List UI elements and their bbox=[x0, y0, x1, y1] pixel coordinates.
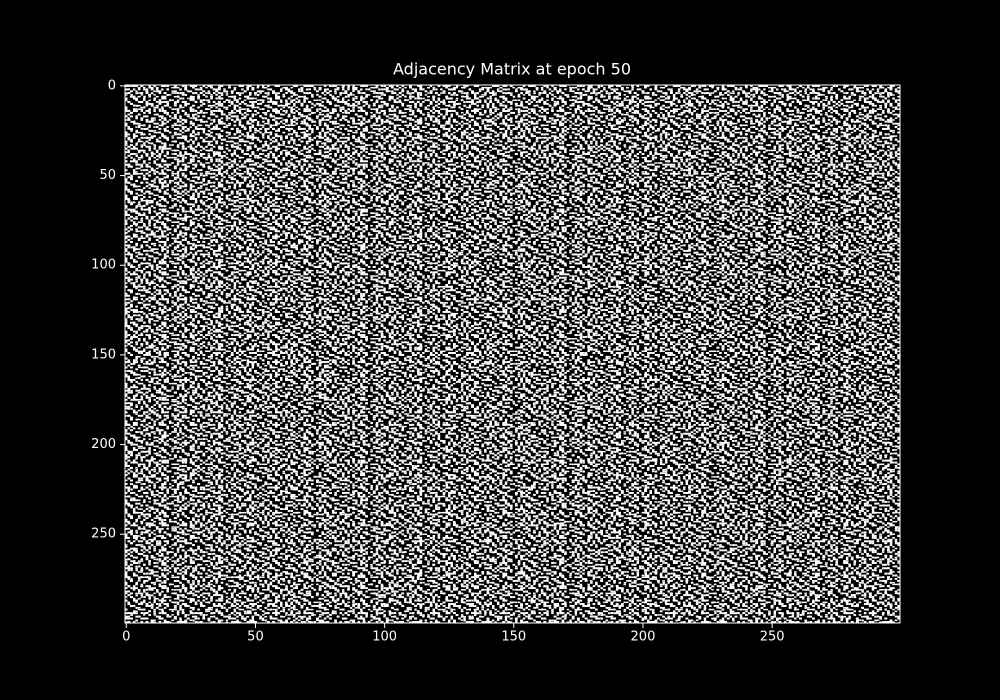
y-tick-label: 200 bbox=[91, 437, 116, 452]
y-tick-label: 50 bbox=[99, 168, 116, 183]
chart-title: Adjacency Matrix at epoch 50 bbox=[393, 60, 631, 79]
matrix-image bbox=[125, 85, 900, 623]
y-tick-label: 100 bbox=[91, 258, 116, 273]
x-tick-label: 250 bbox=[760, 630, 785, 645]
y-tick-label: 0 bbox=[108, 78, 116, 93]
x-tick-label: 200 bbox=[631, 630, 656, 645]
x-tick-label: 100 bbox=[372, 630, 397, 645]
x-tick-label: 50 bbox=[247, 630, 264, 645]
x-tick-label: 150 bbox=[501, 630, 526, 645]
plot-frame bbox=[124, 84, 901, 624]
y-tick-label: 250 bbox=[91, 527, 116, 542]
y-tick-label: 150 bbox=[91, 347, 116, 362]
x-tick-label: 0 bbox=[122, 630, 130, 645]
